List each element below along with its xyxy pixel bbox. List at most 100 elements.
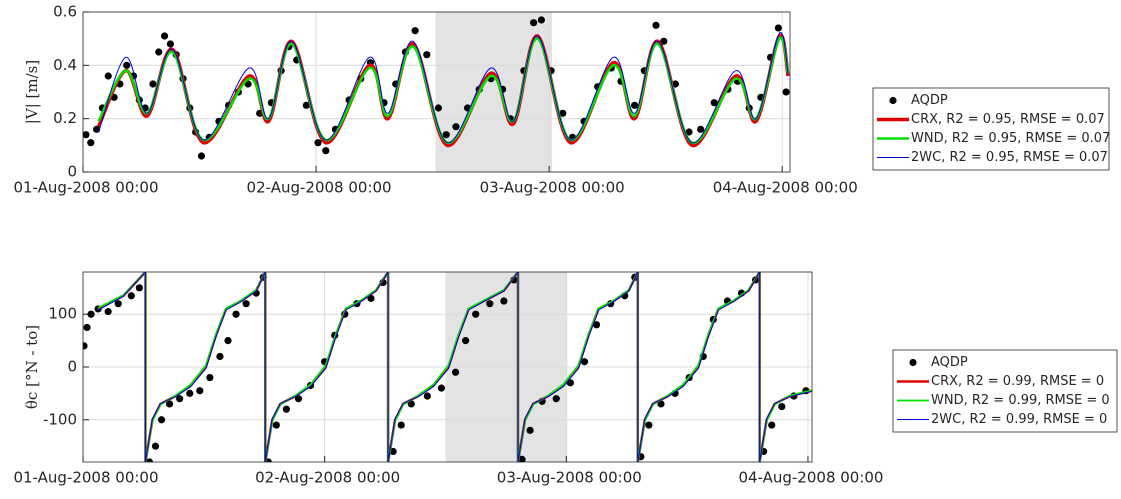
data-point — [196, 387, 204, 395]
series-line — [98, 32, 789, 144]
y-tick-label: 0.2 — [53, 109, 77, 127]
data-point — [242, 300, 250, 308]
legend-box — [892, 349, 1118, 433]
data-point — [87, 139, 95, 147]
data-point — [652, 21, 660, 29]
data-point — [411, 27, 419, 35]
data-point — [151, 442, 160, 450]
legend-label: 2WC, R2 = 0.99, RMSE = 0 — [931, 412, 1107, 427]
data-point — [224, 337, 232, 345]
data-point — [423, 392, 431, 400]
legend-label: CRX, R2 = 0.95, RMSE = 0.07 — [911, 112, 1105, 127]
data-point — [149, 80, 157, 88]
data-point — [774, 24, 782, 32]
data-point — [472, 310, 480, 318]
data-point — [631, 101, 639, 109]
data-point — [216, 352, 224, 361]
x-tick-label: 02-Aug-2008 00:00 — [255, 469, 400, 487]
data-point — [157, 416, 166, 424]
legend: AQDP CRX, R2 = 0.95, RMSE = 0.07 WND, R2 =… — [872, 87, 1110, 171]
series-line — [97, 272, 812, 462]
data-point — [782, 88, 790, 96]
y-axis-label: θc [°N - to] — [23, 325, 41, 409]
data-point — [423, 51, 431, 59]
data-point — [104, 307, 112, 316]
data-point — [145, 458, 154, 462]
data-point — [165, 400, 174, 408]
data-point — [114, 300, 122, 308]
data-point — [123, 61, 131, 69]
y-tick-label: 0 — [67, 163, 77, 181]
data-point — [486, 300, 494, 308]
legend-marker — [909, 358, 917, 367]
y-tick-label: 0.4 — [53, 56, 77, 74]
data-point — [768, 421, 776, 429]
x-tick-label: 04-Aug-2008 00:00 — [713, 179, 858, 197]
axes: -100 0 100 01-Aug-2008 00:00 02-Aug-2008 00:… — [13, 271, 883, 487]
data-point — [452, 123, 460, 131]
legend-label: AQDP — [911, 93, 948, 108]
x-tick-label: 02-Aug-2008 00:00 — [247, 179, 392, 197]
legend-label: AQDP — [931, 355, 968, 370]
x-tick-label: 03-Aug-2008 00:00 — [497, 469, 642, 487]
data-point — [657, 400, 665, 408]
data-point — [451, 368, 460, 376]
plot-content — [83, 272, 812, 462]
legend-marker — [889, 96, 897, 105]
y-tick-label: 0 — [67, 358, 77, 376]
data-point — [87, 310, 95, 318]
legend-label: WND, R2 = 0.99, RMSE = 0 — [931, 393, 1110, 408]
data-point — [302, 101, 310, 109]
legend-box — [872, 87, 1110, 171]
data-point — [104, 72, 112, 80]
data-point — [176, 395, 184, 403]
y-axis-label: |V| [m/s] — [23, 60, 41, 124]
axes: 0 0.2 0.4 0.6 01-Aug-2008 00:00 02-Aug-2008 0… — [13, 3, 857, 197]
data-point — [186, 389, 194, 397]
data-point — [580, 358, 589, 366]
data-point — [197, 152, 206, 160]
y-tick-label: 0.6 — [53, 3, 77, 21]
x-tick-label: 03-Aug-2008 00:00 — [480, 179, 625, 197]
data-point — [206, 373, 214, 382]
data-point — [314, 139, 322, 147]
data-point — [135, 284, 143, 292]
data-point — [697, 125, 705, 133]
x-tick-label: 04-Aug-2008 00:00 — [738, 469, 883, 487]
data-point — [537, 16, 545, 24]
data-point — [518, 455, 526, 462]
data-point — [272, 421, 280, 429]
legend-label: CRX, R2 = 0.99, RMSE = 0 — [931, 374, 1104, 389]
data-point — [294, 395, 303, 403]
y-tick-label: -100 — [43, 410, 77, 428]
data-point — [559, 109, 567, 117]
data-point — [710, 99, 718, 107]
data-point — [660, 37, 668, 45]
y-tick-label: 100 — [48, 305, 77, 323]
data-point — [437, 384, 446, 392]
legend-label: 2WC, R2 = 0.95, RMSE = 0.07 — [911, 150, 1108, 165]
data-point — [232, 310, 240, 318]
data-point — [322, 147, 330, 155]
x-tick-label: 01-Aug-2008 00:00 — [13, 469, 158, 487]
data-point — [83, 342, 88, 350]
data-point — [83, 131, 90, 139]
x-tick-label: 01-Aug-2008 00:00 — [13, 179, 158, 197]
data-point — [442, 131, 450, 139]
legend: AQDP CRX, R2 = 0.99, RMSE = 0 WND, R2 = 0.… — [892, 349, 1118, 433]
data-point — [407, 400, 415, 408]
data-point — [500, 297, 508, 305]
data-point — [83, 323, 91, 332]
data-point — [127, 292, 135, 300]
plot-content — [83, 16, 790, 160]
data-point — [397, 421, 405, 429]
data-point — [552, 395, 560, 403]
data-point — [462, 337, 470, 345]
series-line — [97, 272, 812, 462]
data-point — [592, 321, 601, 329]
data-point — [155, 48, 163, 56]
data-point — [530, 19, 538, 27]
data-point — [645, 421, 653, 429]
data-point — [434, 104, 443, 112]
